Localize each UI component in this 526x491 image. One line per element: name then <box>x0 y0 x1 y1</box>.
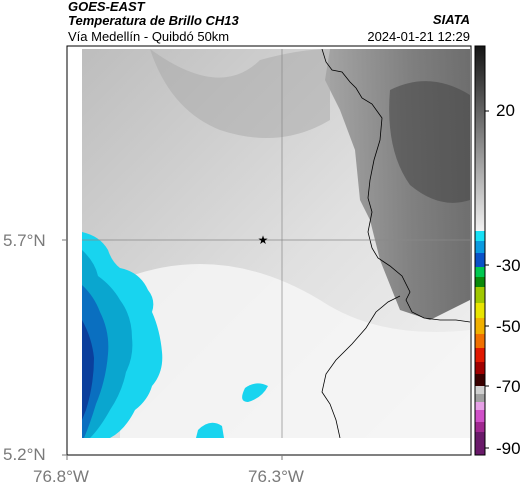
product-title: Temperatura de Brillo CH13 <box>68 13 239 28</box>
org-label: SIATA <box>432 12 470 27</box>
x-tick-label: 76.8°W <box>33 467 89 486</box>
y-tick-label: 5.7°N <box>3 231 46 250</box>
datetime-label: 2024-01-21 12:29 <box>367 29 470 44</box>
region-label: Vía Medellín - Quibdó 50km <box>68 29 230 44</box>
colorbar-label: 20 <box>496 101 515 120</box>
location-star-icon: ★ <box>258 233 269 247</box>
colorbar-label: -90 <box>496 439 521 458</box>
satellite-image: ★ <box>82 49 470 438</box>
x-tick-label: 76.3°W <box>248 467 304 486</box>
border-line-north <box>321 49 470 323</box>
y-tick-label: 5.2°N <box>3 445 46 464</box>
border-line-south <box>321 295 401 438</box>
colorbar <box>474 45 489 456</box>
satellite-title: GOES-EAST <box>68 0 145 14</box>
cold-cloud-patch <box>242 383 268 402</box>
colorbar-label: -50 <box>496 317 521 336</box>
colorbar-label: -70 <box>496 377 521 396</box>
colorbar-label: -30 <box>496 256 521 275</box>
